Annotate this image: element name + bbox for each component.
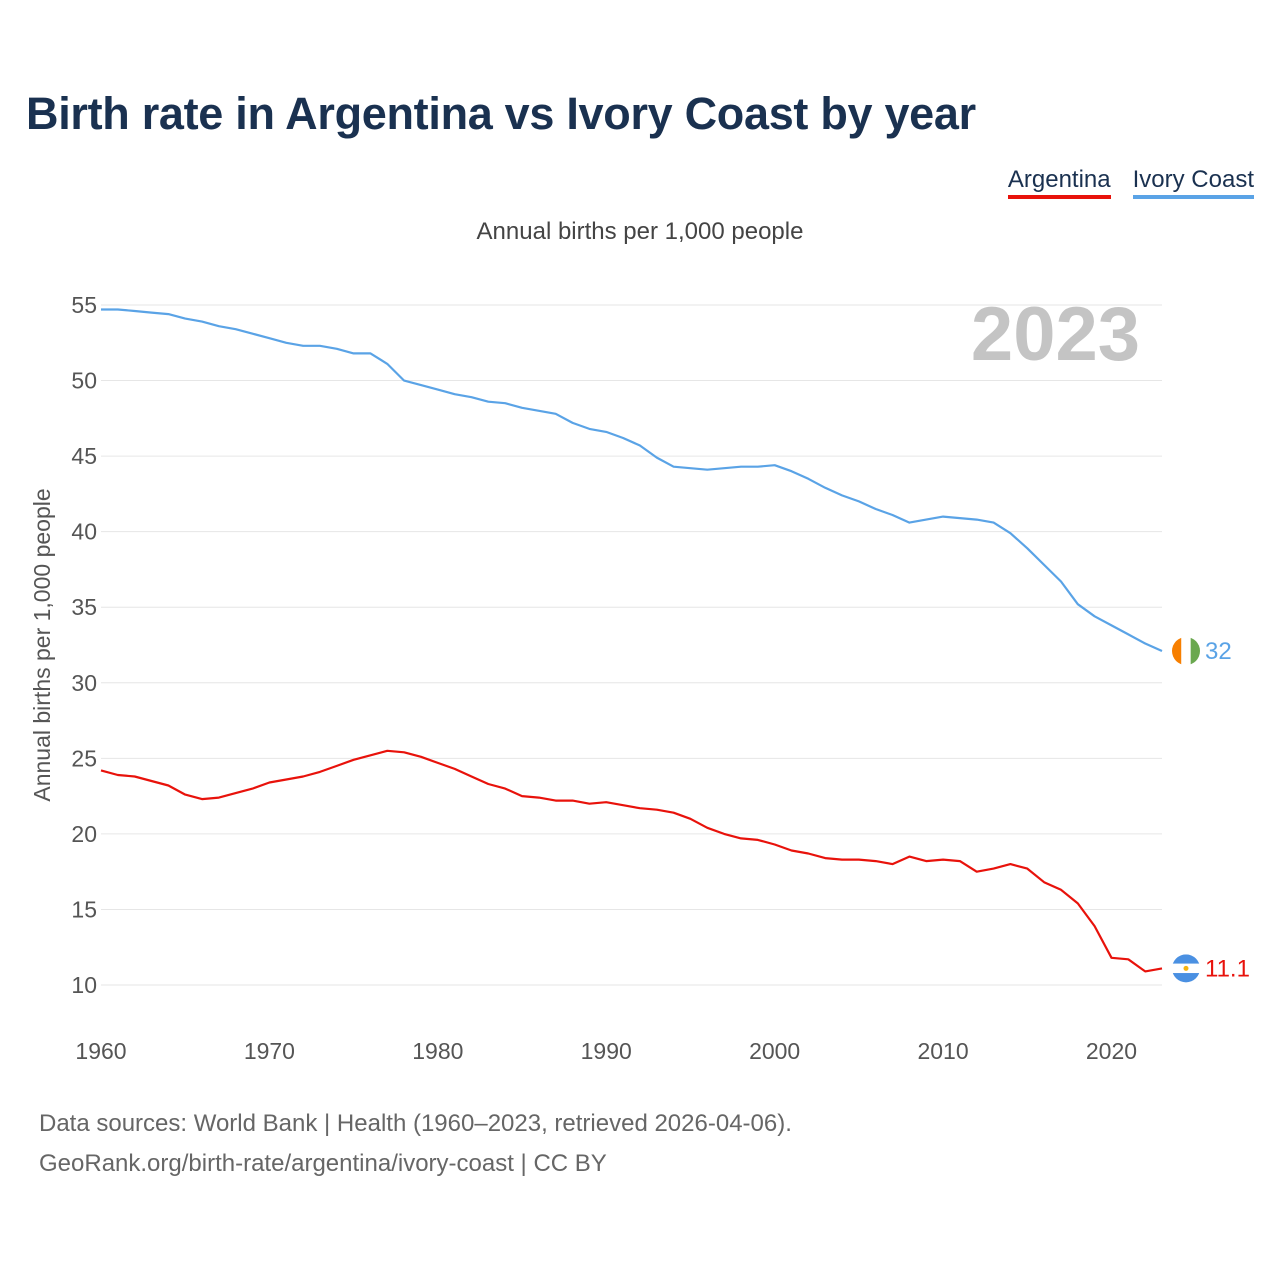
y-tick-label-15: 15 bbox=[71, 896, 97, 922]
y-tick-label-35: 35 bbox=[71, 594, 97, 620]
chart-subtitle: Annual births per 1,000 people bbox=[476, 218, 804, 245]
end-label-argentina: 11.1 bbox=[1205, 955, 1250, 982]
ivory-coast-flag-icon bbox=[1172, 637, 1200, 666]
source-url-link[interactable]: GeoRank.org/birth-rate/argentina/ivory-c… bbox=[39, 1150, 607, 1177]
y-tick-label-25: 25 bbox=[71, 745, 97, 771]
legend-item-argentina[interactable]: Argentina bbox=[1007, 166, 1111, 199]
x-tick-label-1970: 1970 bbox=[244, 1038, 295, 1064]
y-tick-label-45: 45 bbox=[71, 443, 97, 469]
y-tick-label-10: 10 bbox=[71, 972, 97, 998]
series-line-argentina bbox=[100, 749, 1163, 973]
x-tick-label-2010: 2010 bbox=[917, 1038, 968, 1064]
legend-item-ivory-coast[interactable]: Ivory Coast bbox=[1132, 166, 1254, 199]
y-tick-label-20: 20 bbox=[71, 821, 97, 847]
x-tick-label-1990: 1990 bbox=[581, 1038, 632, 1064]
series-line-ivory-coast bbox=[101, 308, 1163, 653]
x-tick-label-2000: 2000 bbox=[749, 1038, 800, 1064]
data-source-text: Data sources: World Bank | Health (1960–… bbox=[39, 1110, 792, 1137]
x-tick-label-1960: 1960 bbox=[75, 1038, 126, 1064]
legend: Argentina Ivory Coast bbox=[1007, 166, 1254, 199]
x-tick-label-2020: 2020 bbox=[1086, 1038, 1137, 1064]
chart-title: Birth rate in Argentina vs Ivory Coast b… bbox=[26, 88, 976, 139]
y-tick-label-40: 40 bbox=[71, 519, 97, 545]
y-tick-label-55: 55 bbox=[71, 292, 97, 318]
footer: Data sources: World Bank | Health (1960–… bbox=[39, 1104, 792, 1184]
end-label-ivory-coast: 32 bbox=[1205, 638, 1232, 665]
y-tick-label-30: 30 bbox=[71, 670, 97, 696]
year-watermark: 2023 bbox=[971, 292, 1140, 377]
argentina-flag-icon bbox=[1172, 954, 1200, 983]
y-axis-label: Annual births per 1,000 people bbox=[29, 488, 55, 801]
x-tick-label-1980: 1980 bbox=[412, 1038, 463, 1064]
y-tick-label-50: 50 bbox=[71, 368, 97, 394]
